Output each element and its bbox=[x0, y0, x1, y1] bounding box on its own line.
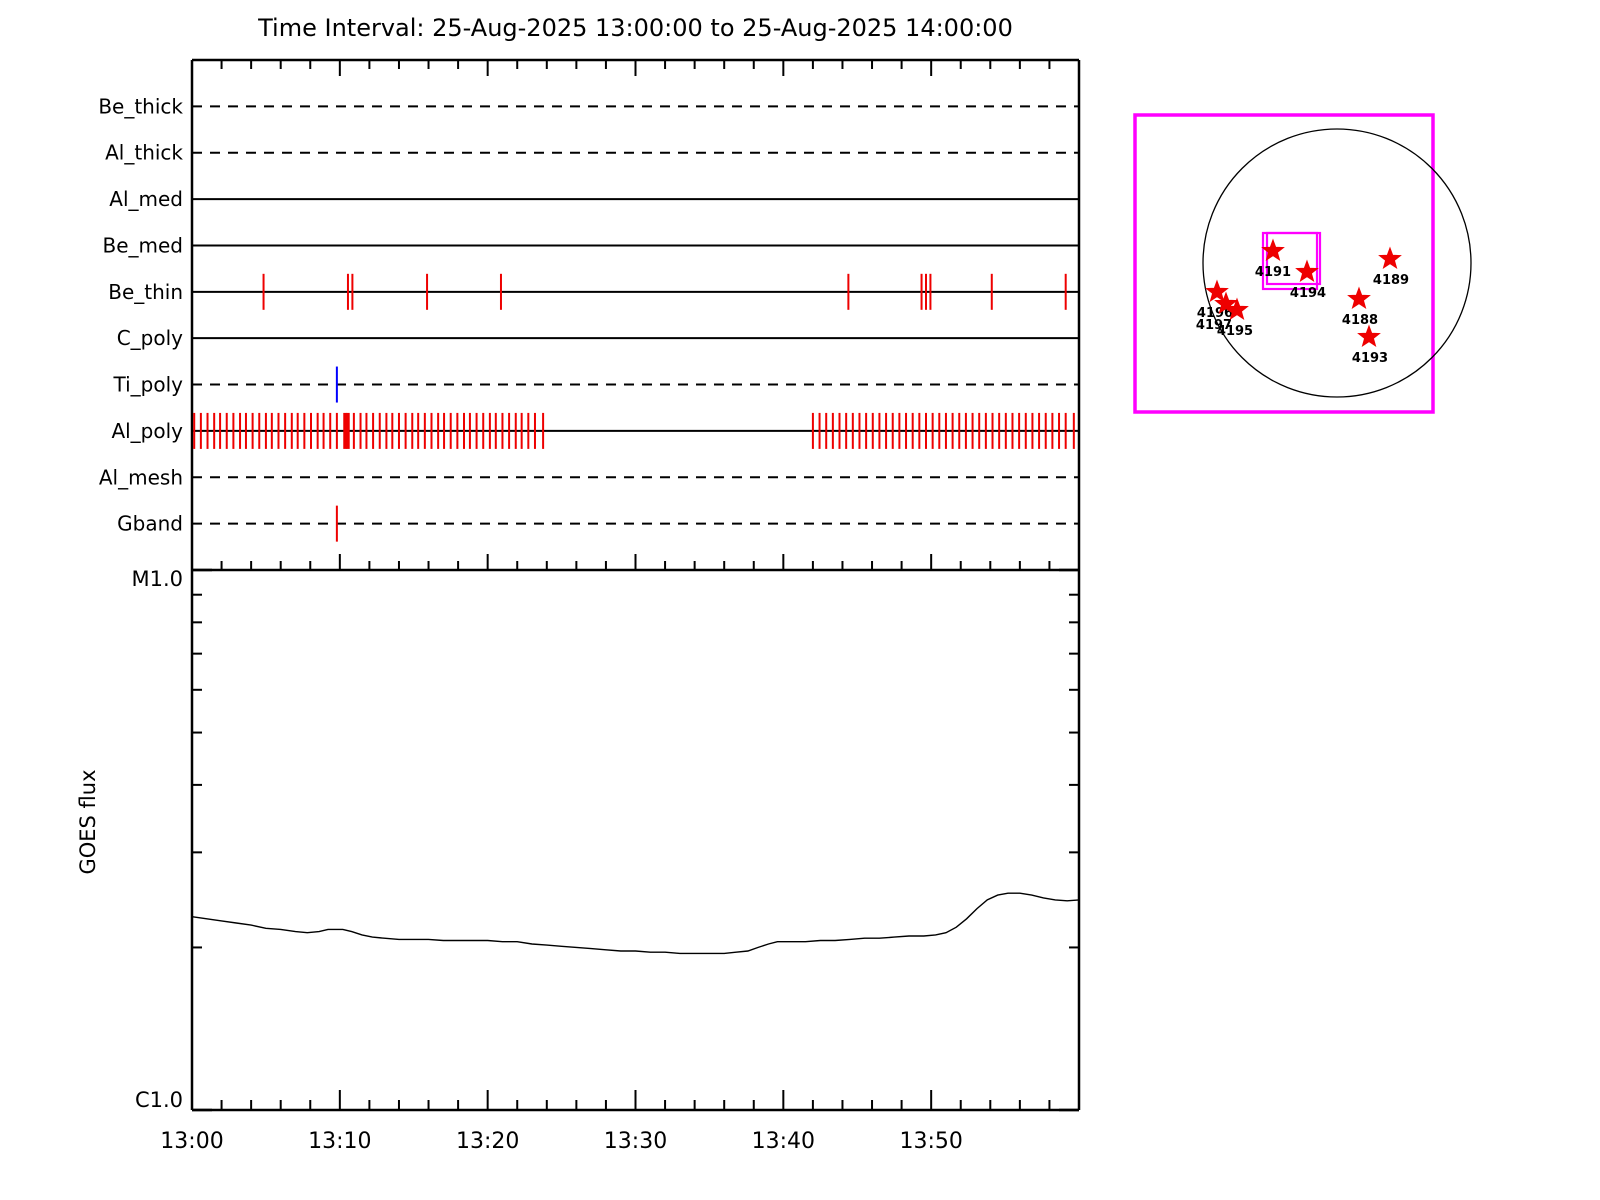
active-region-star bbox=[1205, 279, 1229, 303]
active-region-star bbox=[1378, 246, 1402, 270]
solar-limb-circle bbox=[1202, 128, 1472, 398]
active-region-label: 4194 bbox=[1290, 286, 1326, 301]
goes-panel: 13:00 13:10 13:20 13:30 13:40 13:50 M1.0 C1.0 GO… bbox=[76, 567, 1081, 1154]
channel-label-Al_mesh: Al_mesh bbox=[99, 465, 183, 489]
channel-label-Be_thin: Be_thin bbox=[108, 280, 183, 304]
active-region-label: 4197 bbox=[1196, 318, 1232, 333]
channel-row-Gband: Gband bbox=[117, 505, 1079, 542]
channel-row-Be_med: Be_med bbox=[102, 233, 1079, 257]
channel-label-Al_thick: Al_thick bbox=[105, 141, 183, 165]
active-region-4194: 4194 bbox=[1290, 259, 1326, 301]
y-label-bottom: C1.0 bbox=[135, 1088, 183, 1112]
active-region-4193: 4193 bbox=[1352, 324, 1388, 366]
active-region-4197: 4197 bbox=[1196, 291, 1238, 333]
channel-label-Gband: Gband bbox=[117, 512, 183, 536]
active-region-label: 4191 bbox=[1255, 265, 1291, 280]
active-region-star bbox=[1357, 324, 1381, 348]
x-axis-label: 13:20 bbox=[456, 1129, 519, 1154]
channel-row-Al_thick: Al_thick bbox=[105, 141, 1079, 165]
active-region-4195: 4195 bbox=[1217, 297, 1253, 339]
x-axis-label: 13:10 bbox=[308, 1129, 371, 1154]
active-region-label: 4195 bbox=[1217, 324, 1253, 339]
channel-label-Be_thick: Be_thick bbox=[98, 94, 183, 118]
channel-row-Al_poly: Al_poly bbox=[111, 412, 1079, 449]
active-region-label: 4193 bbox=[1352, 351, 1388, 366]
channel-row-C_poly: C_poly bbox=[117, 326, 1079, 350]
x-axis-label: 13:40 bbox=[752, 1129, 815, 1154]
channel-row-Al_mesh: Al_mesh bbox=[99, 465, 1079, 489]
goes-flux-axis-title: GOES flux bbox=[76, 769, 100, 874]
plot-title: Time Interval: 25-Aug-2025 13:00:00 to 2… bbox=[258, 14, 1013, 42]
active-region-star bbox=[1295, 259, 1319, 283]
goes-flux-curve bbox=[191, 892, 1080, 955]
active-region-label: 4188 bbox=[1342, 313, 1378, 328]
active-region-4189: 4189 bbox=[1373, 246, 1409, 288]
active-region-4191: 4191 bbox=[1255, 238, 1291, 280]
active-region-star bbox=[1214, 291, 1238, 315]
channel-row-Be_thick: Be_thick bbox=[98, 94, 1079, 118]
active-region-label: 4189 bbox=[1373, 273, 1409, 288]
timeline-panel: Be_thick Al_thick Al_med Be_med Be_thin C_pol… bbox=[98, 58, 1081, 570]
active-region-star bbox=[1225, 297, 1249, 321]
fov-box bbox=[1133, 113, 1435, 414]
x-axis-label: 13:30 bbox=[604, 1129, 667, 1154]
channel-label-Ti_poly: Ti_poly bbox=[113, 373, 184, 397]
x-axis-label: 13:50 bbox=[899, 1129, 962, 1154]
target-box bbox=[1261, 231, 1319, 291]
x-axis-label: 13:00 bbox=[160, 1129, 223, 1154]
channel-label-C_poly: C_poly bbox=[117, 326, 183, 350]
channel-label-Al_poly: Al_poly bbox=[111, 419, 183, 443]
active-region-4188: 4188 bbox=[1342, 286, 1378, 328]
channel-label-Be_med: Be_med bbox=[102, 233, 183, 257]
active-region-star bbox=[1261, 238, 1285, 262]
y-label-top: M1.0 bbox=[131, 567, 183, 591]
channel-row-Al_med: Al_med bbox=[109, 187, 1079, 211]
channel-label-Al_med: Al_med bbox=[109, 187, 183, 211]
active-region-star bbox=[1347, 286, 1371, 310]
channel-row-Be_thin: Be_thin bbox=[108, 273, 1079, 310]
channel-row-Ti_poly: Ti_poly bbox=[113, 366, 1079, 403]
